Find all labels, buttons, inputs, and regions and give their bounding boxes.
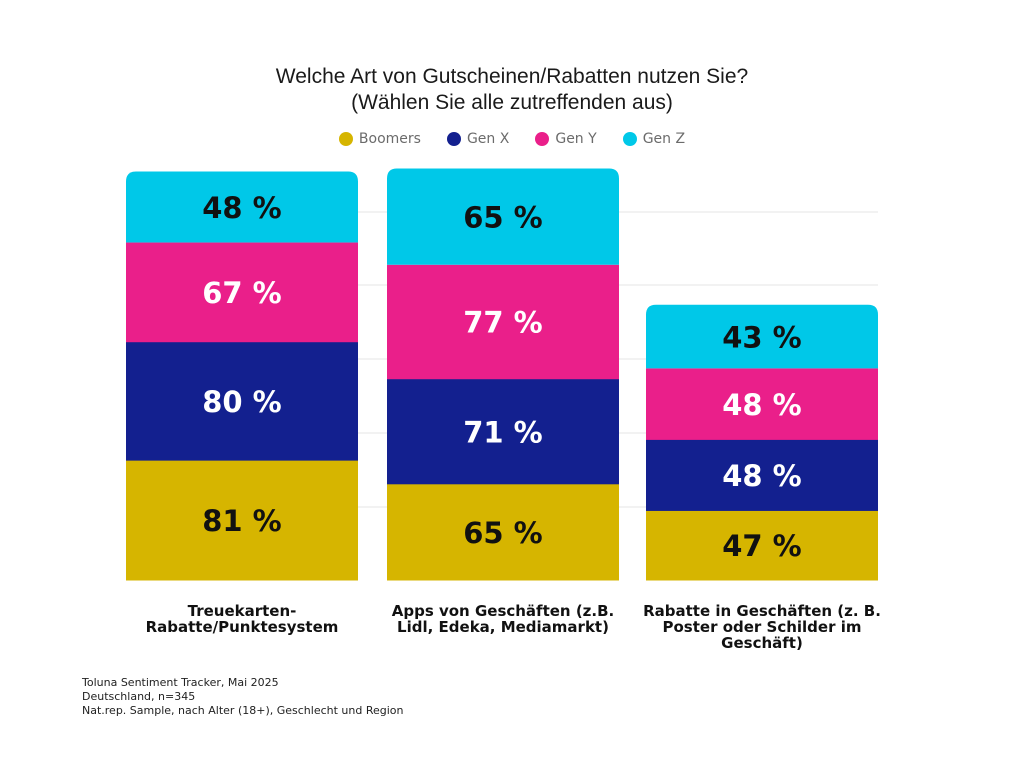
legend-swatch-gen-x [446,132,461,146]
stacked-bar-plot: 81 % 80 % 67 % 48 % 65 % 71 % 77 % 65 % 47 % 48 %… [126,168,878,581]
bar-segment-gen-z-1 [126,171,358,243]
bar-segment-gen-x-3 [646,439,878,511]
footer-line-2: Deutschland, n=345 [82,690,196,703]
source-footer: Toluna Sentiment Tracker, Mai 2025 Deuts… [82,676,404,718]
footer-line-1: Toluna Sentiment Tracker, Mai 2025 [82,676,279,689]
bar-segment-gen-z-3 [646,304,878,369]
data-label-boomers-2: 65 % [463,516,543,550]
data-label-boomers-3: 47 % [722,529,802,563]
bar-group-1: 81 % 80 % 67 % 48 % [126,171,358,581]
data-label-gen-z-3: 43 % [722,321,802,355]
bar-segment-gen-y-2 [387,264,619,380]
data-label-gen-y-3: 48 % [722,388,802,422]
bar-segment-boomers-3 [646,510,878,581]
legend-swatch-boomers [338,132,353,146]
data-label-gen-x-2: 71 % [463,415,543,449]
category-label-2-line-1: Apps von Geschäften (z.B. [391,602,615,620]
category-label-1-line-2: Rabatte/Punktesystem [145,618,339,636]
bar-segment-gen-x-1 [126,341,358,461]
data-label-gen-x-1: 80 % [202,385,282,419]
bar-group-2: 65 % 71 % 77 % 65 % [387,168,619,581]
category-label-3-line-2: Poster oder Schilder im [662,618,862,636]
data-label-gen-x-3: 48 % [722,459,802,493]
category-label-1: Treuekarten- Rabatte/Punktesystem [117,603,367,635]
bar-segment-boomers-2 [387,483,619,581]
data-label-gen-z-2: 65 % [463,201,543,235]
data-label-gen-y-2: 77 % [463,306,543,340]
legend-label-boomers: Boomers [358,131,421,147]
bar-segment-gen-y-1 [126,242,358,343]
category-label-3-line-1: Rabatte in Geschäften (z. B. [643,602,881,620]
footer-line-3: Nat.rep. Sample, nach Alter (18+), Gesch… [82,704,404,717]
category-label-3-line-3: Geschäft) [721,634,803,652]
data-label-gen-y-1: 67 % [202,276,282,310]
legend-item-gen-y: Gen Y [535,131,597,147]
legend: Boomers Gen X Gen Y Gen Z [0,131,1024,147]
bar-segment-gen-x-2 [387,378,619,485]
legend-item-gen-x: Gen X [446,131,510,147]
legend-label-gen-z: Gen Z [642,131,686,147]
legend-item-gen-z: Gen Z [622,131,686,147]
legend-item-boomers: Boomers [338,131,421,147]
category-label-3: Rabatte in Geschäften (z. B. Poster oder … [637,603,887,651]
bar-segment-gen-z-2 [387,168,619,265]
data-label-boomers-1: 81 % [202,504,282,538]
chart-title: Welche Art von Gutscheinen/Rabatten nutz… [0,64,1024,116]
category-label-1-line-1: Treuekarten- [187,602,297,620]
legend-label-gen-y: Gen Y [555,131,597,147]
category-label-2: Apps von Geschäften (z.B. Lidl, Edeka, Me… [378,603,628,635]
bar-segment-boomers-1 [126,460,358,581]
category-label-2-line-2: Lidl, Edeka, Mediamarkt) [397,618,609,636]
chart-title-line-2: (Wählen Sie alle zutreffenden aus) [351,91,673,114]
legend-swatch-gen-y [535,132,550,146]
data-label-gen-z-1: 48 % [202,191,282,225]
legend-label-gen-x: Gen X [466,131,510,147]
bar-group-3: 47 % 48 % 48 % 43 % [646,304,878,581]
bar-segment-gen-y-3 [646,368,878,440]
chart-title-line-1: Welche Art von Gutscheinen/Rabatten nutz… [275,65,749,88]
legend-swatch-gen-z [622,132,637,146]
